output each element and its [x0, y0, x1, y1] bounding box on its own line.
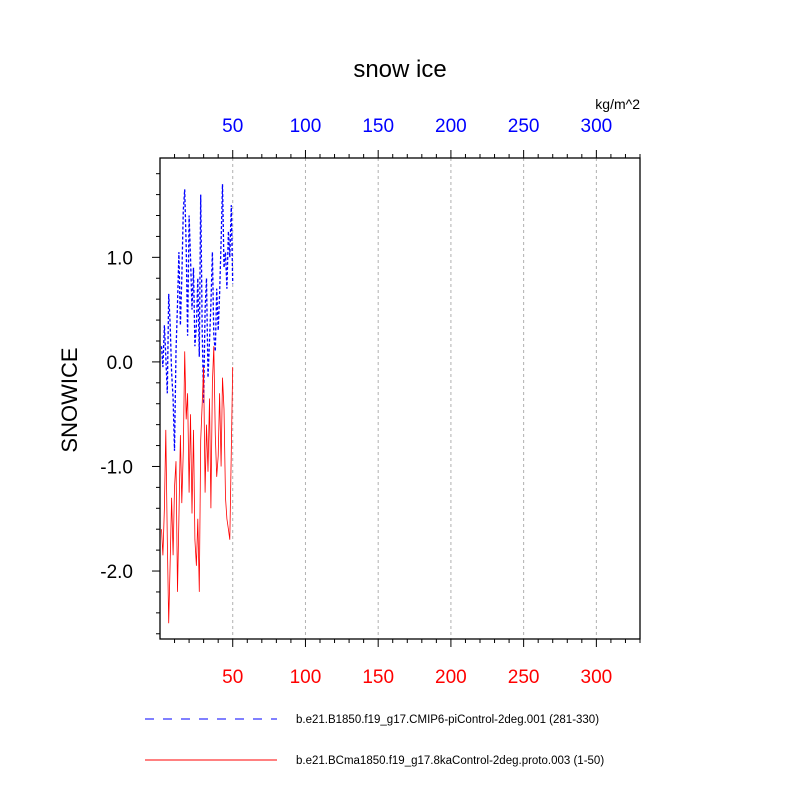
y-tick-label-3: -2.0: [100, 562, 133, 583]
y-tick-label-1: 0.0: [107, 353, 133, 374]
bottom-tick-label-150: 150: [362, 667, 394, 688]
top-tick-label-150: 150: [362, 116, 394, 137]
y-tick-label-0: 1.0: [107, 248, 133, 269]
bottom-tick-label-50: 50: [222, 667, 243, 688]
gridlines: [232, 158, 597, 639]
series-line-1: [161, 346, 234, 624]
legend-label-red: b.e21.BCma1850.f19_g17.8kaControl-2deg.p…: [296, 755, 604, 767]
top-tick-label-50: 50: [222, 116, 243, 137]
series-line-0: [160, 184, 234, 451]
y-tick-label-2: -1.0: [100, 457, 133, 478]
units-label: kg/m^2: [595, 96, 640, 112]
top-tick-label-100: 100: [290, 116, 322, 137]
tick-labels: 50 100 150 200 250 300 50 100 150 200 250 300 1.0 0.0…: [100, 116, 612, 688]
y-axis-label: SNOWICE: [57, 347, 82, 452]
plot-frame: [159, 157, 641, 640]
legend: b.e21.B1850.f19_g17.CMIP6-piControl-2deg…: [145, 714, 604, 767]
legend-label-blue: b.e21.B1850.f19_g17.CMIP6-piControl-2deg…: [296, 714, 599, 726]
bottom-tick-label-300: 300: [581, 667, 613, 688]
bottom-tick-label-250: 250: [508, 667, 540, 688]
top-tick-label-200: 200: [435, 116, 467, 137]
top-tick-label-250: 250: [508, 116, 540, 137]
series-lines: [160, 184, 234, 624]
bottom-tick-label-100: 100: [290, 667, 322, 688]
chart-title: snow ice: [353, 56, 446, 83]
top-tick-label-300: 300: [581, 116, 613, 137]
axis-ticks: [152, 150, 641, 647]
bottom-tick-label-200: 200: [435, 667, 467, 688]
